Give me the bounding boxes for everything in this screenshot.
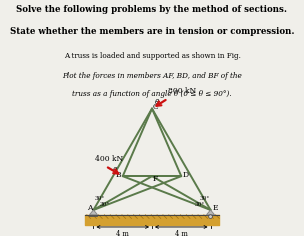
Text: F: F xyxy=(153,175,158,183)
Text: B: B xyxy=(116,171,121,179)
Text: 400 kN: 400 kN xyxy=(95,155,123,163)
Text: 30°: 30° xyxy=(99,202,110,206)
Text: $\theta$: $\theta$ xyxy=(154,97,160,106)
Polygon shape xyxy=(89,215,98,216)
Text: C: C xyxy=(153,103,158,111)
Text: 800 kN: 800 kN xyxy=(168,87,197,95)
Text: Solve the following problems by the method of sections.: Solve the following problems by the meth… xyxy=(16,5,288,14)
Text: 30°: 30° xyxy=(94,196,105,201)
Polygon shape xyxy=(89,210,98,215)
Text: E: E xyxy=(212,204,218,212)
Text: State whether the members are in tension or compression.: State whether the members are in tension… xyxy=(10,27,294,36)
Text: A truss is loaded and supported as shown in Fig.: A truss is loaded and supported as shown… xyxy=(64,52,240,60)
Text: 4 m: 4 m xyxy=(175,230,188,236)
Text: 4 m: 4 m xyxy=(116,230,129,236)
Polygon shape xyxy=(206,210,215,215)
Circle shape xyxy=(209,215,212,219)
Text: A: A xyxy=(87,204,92,212)
Text: D: D xyxy=(182,171,188,179)
Text: 30°: 30° xyxy=(199,196,210,201)
Text: $\theta$: $\theta$ xyxy=(112,165,118,174)
Text: truss as a function of angle θ (0 ≤ θ ≤ 90°).: truss as a function of angle θ (0 ≤ θ ≤ … xyxy=(72,89,232,97)
Text: 30°: 30° xyxy=(194,202,205,206)
Text: Plot the forces in members AF, BD, and BF of the: Plot the forces in members AF, BD, and B… xyxy=(62,72,242,80)
